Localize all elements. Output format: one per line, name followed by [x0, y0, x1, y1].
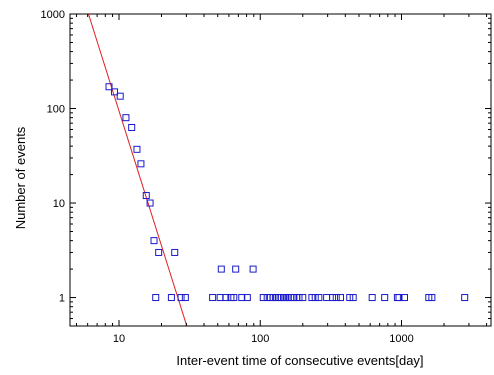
axis-ticks: 10 100 1000 1 10 100 1000	[41, 9, 491, 345]
data-point	[311, 294, 319, 302]
data-point	[171, 248, 179, 256]
data-point	[122, 114, 130, 122]
data-point	[142, 192, 150, 200]
data-point	[209, 294, 217, 302]
data-point	[461, 294, 469, 302]
data-point	[368, 294, 376, 302]
x-tick-label: 10	[113, 333, 125, 345]
data-point	[323, 294, 331, 302]
data-point	[249, 265, 257, 273]
data-point	[395, 294, 403, 302]
x-axis-title: Inter-event time of consecutive events[d…	[176, 353, 423, 368]
data-point	[349, 294, 357, 302]
data-point	[230, 294, 238, 302]
data-point	[222, 294, 230, 302]
data-point	[181, 294, 189, 302]
plot-frame	[69, 13, 492, 327]
data-point	[133, 145, 141, 153]
data-point	[315, 294, 323, 302]
data-point	[329, 294, 337, 302]
data-point	[259, 294, 267, 302]
y-tick-label: 10	[53, 198, 65, 210]
data-point	[177, 294, 185, 302]
data-point	[243, 294, 251, 302]
data-point	[167, 294, 175, 302]
fit-line-layer	[87, 14, 188, 326]
data-point	[116, 92, 124, 100]
y-tick-label: 100	[47, 104, 65, 116]
data-points	[105, 83, 469, 302]
data-point	[299, 294, 307, 302]
data-point	[137, 160, 145, 168]
y-axis-title: Number of events	[13, 126, 28, 229]
data-point	[401, 294, 409, 302]
x-tick-label: 100	[251, 333, 269, 345]
data-point	[295, 294, 303, 302]
data-point	[332, 294, 340, 302]
fit-line	[87, 14, 188, 326]
y-tick-label: 1000	[41, 9, 65, 21]
plot-area	[69, 13, 492, 327]
data-point	[146, 199, 154, 207]
data-point	[152, 294, 160, 302]
y-tick-label: 1	[59, 293, 65, 305]
data-point	[216, 294, 224, 302]
data-point	[111, 88, 119, 96]
x-tick-label: 1000	[389, 333, 413, 345]
data-point	[381, 294, 389, 302]
data-point	[155, 248, 163, 256]
data-point	[393, 294, 401, 302]
data-point	[128, 123, 136, 131]
data-point	[337, 294, 345, 302]
data-point	[217, 265, 225, 273]
data-point	[232, 265, 240, 273]
data-point	[150, 237, 158, 245]
data-point	[105, 83, 113, 91]
data-point	[428, 294, 436, 302]
